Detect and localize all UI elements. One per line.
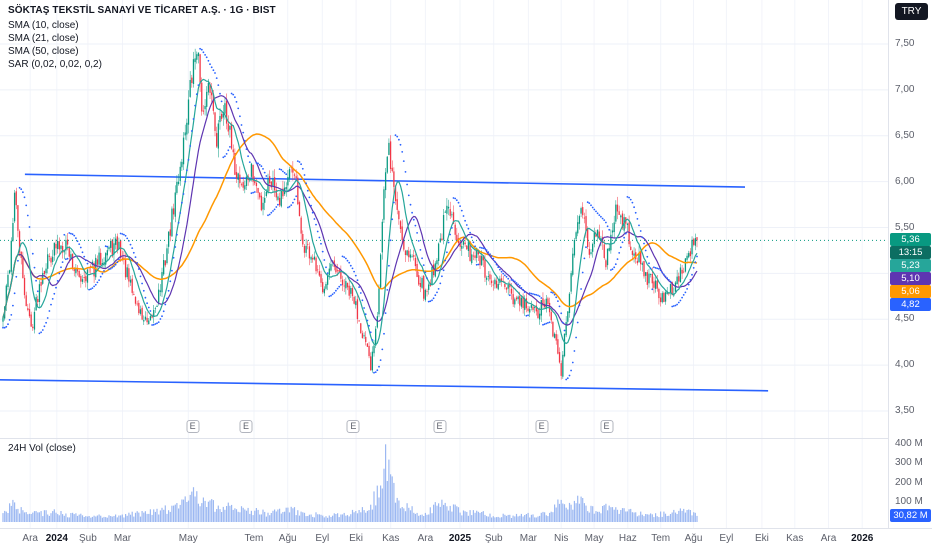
time-tick: Haz (618, 533, 637, 544)
volume-tick: 400 M (895, 437, 923, 449)
sma50-value-badge: 5,06 (890, 285, 931, 299)
pane-separator[interactable] (0, 438, 932, 439)
time-tick: Kas (786, 533, 804, 544)
time-tick: Eki (349, 533, 364, 544)
time-tick: Ağu (684, 533, 703, 544)
last-price-badge: 5,36 (890, 233, 931, 247)
countdown-badge: 13:15 (890, 246, 931, 260)
time-tick-year: 2026 (851, 533, 874, 544)
time-tick: Tem (244, 533, 264, 544)
price-tick: 5,50 (895, 221, 915, 233)
indicator-sma50[interactable]: SMA (50, close) (8, 46, 79, 57)
volume-tick: 100 M (895, 496, 923, 508)
time-tick: Ara (820, 533, 837, 544)
price-tick: 6,00 (895, 175, 915, 187)
time-tick: Ara (22, 533, 38, 544)
time-tick: Mar (519, 533, 537, 544)
indicator-sar[interactable]: SAR (0,02, 0,02, 0,2) (8, 59, 102, 70)
time-tick: May (584, 533, 604, 544)
sma10-value-badge: 5,23 (890, 259, 931, 273)
time-tick: Şub (484, 533, 503, 544)
time-tick: Ara (417, 533, 434, 544)
price-tick: 4,00 (895, 359, 915, 371)
time-tick: Nis (553, 533, 569, 544)
price-tick: 7,50 (895, 38, 915, 50)
volume-value-badge: 30,82 M (890, 508, 931, 522)
time-tick: Şub (79, 533, 97, 544)
time-tick: May (178, 533, 198, 544)
volume-legend[interactable]: 24H Vol (close) (8, 443, 76, 454)
sar-value-badge: 4,82 (890, 298, 931, 312)
earnings-marker[interactable]: E (535, 420, 549, 433)
time-tick: Eyl (719, 533, 734, 544)
indicator-sma10[interactable]: SMA (10, close) (8, 20, 79, 31)
time-tick: Tem (651, 533, 671, 544)
price-tick: 3,50 (895, 404, 915, 416)
time-scale-border (0, 528, 932, 529)
price-tick: 6,50 (895, 129, 915, 141)
chart-legend: SÖKTAŞ TEKSTİL SANAYİ VE TİCARET A.Ş. · … (8, 5, 276, 72)
time-tick: Eki (754, 533, 769, 544)
earnings-marker[interactable]: E (600, 420, 613, 433)
earnings-marker[interactable]: E (346, 420, 360, 433)
volume-tick: 300 M (895, 457, 923, 469)
time-tick: Eyl (315, 533, 330, 544)
symbol-title[interactable]: SÖKTAŞ TEKSTİL SANAYİ VE TİCARET A.Ş. · … (8, 5, 276, 16)
indicator-sma21[interactable]: SMA (21, close) (8, 33, 79, 44)
price-scale-border (888, 0, 889, 528)
sma21-value-badge: 5,10 (890, 272, 931, 286)
price-tick: 4,50 (895, 313, 915, 325)
time-tick-year: 2024 (45, 533, 68, 544)
currency-toggle-button[interactable]: TRY (895, 3, 928, 20)
price-tick: 7,00 (895, 83, 915, 95)
time-tick: Mar (113, 533, 132, 544)
time-tick: Kas (382, 533, 400, 544)
time-tick-year: 2025 (448, 533, 472, 544)
earnings-marker[interactable]: E (186, 420, 200, 433)
price-scale[interactable]: 7,507,006,506,005,505,004,504,003,50400 … (889, 0, 932, 528)
time-tick: Ağu (278, 533, 297, 544)
time-scale[interactable]: Ara 2024 Şub Mar May Tem Ağu Eyl Eki Kas Ara 2025 Şu… (0, 531, 932, 550)
earnings-marker[interactable]: E (239, 420, 253, 433)
earnings-marker[interactable]: E (433, 420, 447, 433)
volume-tick: 200 M (895, 476, 923, 488)
